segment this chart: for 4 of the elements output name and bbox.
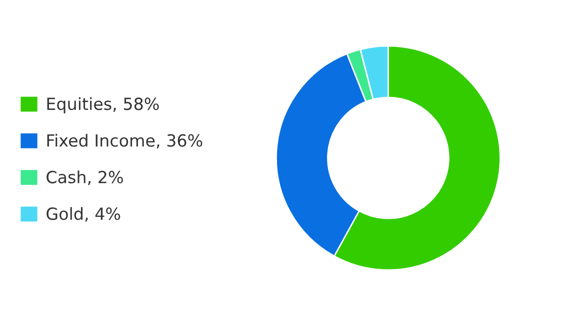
legend-label: Equities, 58%: [47, 97, 159, 114]
legend-label: Fixed Income, 36%: [47, 134, 202, 148]
legend-label: Cash, 2%: [46, 170, 123, 186]
legend-label: Gold, 4%: [46, 207, 120, 222]
